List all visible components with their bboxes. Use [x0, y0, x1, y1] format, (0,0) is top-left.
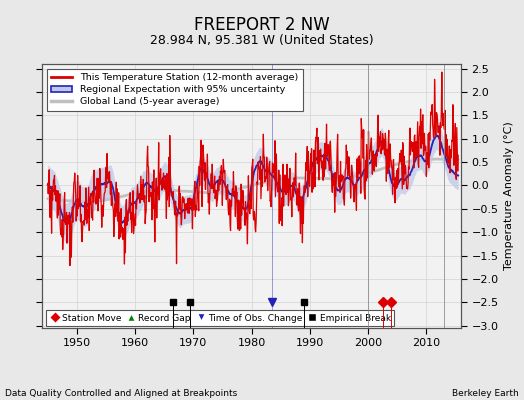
Text: Berkeley Earth: Berkeley Earth	[452, 389, 519, 398]
Text: FREEPORT 2 NW: FREEPORT 2 NW	[194, 16, 330, 34]
Y-axis label: Temperature Anomaly (°C): Temperature Anomaly (°C)	[504, 122, 514, 270]
Text: Data Quality Controlled and Aligned at Breakpoints: Data Quality Controlled and Aligned at B…	[5, 389, 237, 398]
Legend: Station Move, Record Gap, Time of Obs. Change, Empirical Break: Station Move, Record Gap, Time of Obs. C…	[47, 310, 395, 326]
Text: 28.984 N, 95.381 W (United States): 28.984 N, 95.381 W (United States)	[150, 34, 374, 47]
